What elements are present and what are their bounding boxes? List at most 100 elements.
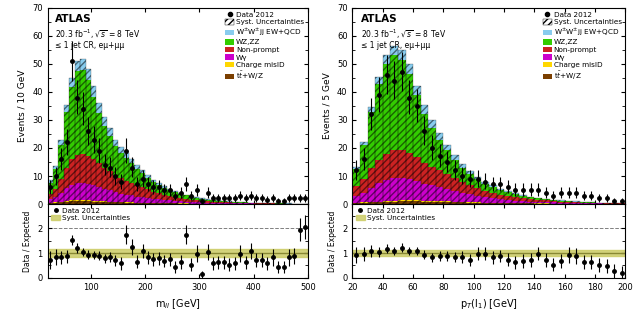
Bar: [286, 203, 291, 204]
Bar: [167, 189, 172, 190]
Bar: [352, 186, 360, 196]
Bar: [86, 69, 91, 204]
Bar: [489, 198, 497, 203]
Bar: [172, 192, 178, 197]
Bar: [69, 159, 75, 185]
Bar: [451, 155, 458, 204]
Bar: [420, 114, 428, 163]
Bar: [474, 177, 481, 179]
Bar: [161, 195, 167, 200]
Bar: [113, 139, 118, 146]
Bar: [497, 190, 504, 195]
Bar: [428, 120, 436, 204]
Bar: [580, 202, 587, 204]
Bar: [512, 194, 519, 197]
Bar: [107, 128, 113, 136]
Bar: [436, 187, 443, 201]
Bar: [398, 150, 406, 178]
Bar: [398, 201, 406, 204]
Bar: [184, 202, 189, 203]
Bar: [474, 179, 481, 188]
Bar: [118, 194, 124, 202]
Bar: [375, 77, 383, 84]
X-axis label: p$_{T}$(l$_{1}$) [GeV]: p$_{T}$(l$_{1}$) [GeV]: [460, 297, 518, 311]
Bar: [391, 202, 398, 204]
Bar: [118, 153, 124, 178]
Bar: [167, 190, 172, 196]
Bar: [199, 201, 205, 202]
Bar: [406, 200, 413, 201]
Bar: [194, 197, 199, 204]
Bar: [91, 86, 97, 204]
Bar: [135, 165, 140, 204]
Bar: [558, 200, 565, 204]
Bar: [254, 203, 259, 204]
Bar: [140, 170, 145, 173]
Bar: [97, 103, 102, 113]
Text: 20.3 fb$^{-1}$, $\sqrt{s}$ = 8 TeV: 20.3 fb$^{-1}$, $\sqrt{s}$ = 8 TeV: [55, 27, 141, 41]
Bar: [550, 201, 558, 202]
Bar: [199, 198, 205, 199]
Bar: [565, 201, 572, 202]
Bar: [535, 203, 542, 204]
Y-axis label: Data / Expected: Data / Expected: [23, 210, 32, 271]
Bar: [603, 203, 610, 204]
Bar: [150, 182, 156, 192]
Bar: [75, 200, 80, 201]
Bar: [80, 183, 86, 200]
Bar: [504, 193, 512, 196]
Bar: [481, 182, 489, 204]
Bar: [184, 199, 189, 202]
Bar: [80, 154, 86, 183]
Bar: [80, 59, 86, 70]
Bar: [199, 198, 205, 204]
Bar: [75, 155, 80, 183]
Bar: [603, 203, 610, 204]
Bar: [595, 203, 603, 204]
Bar: [189, 196, 194, 197]
Bar: [504, 200, 512, 203]
Bar: [580, 203, 587, 204]
Bar: [420, 163, 428, 184]
Bar: [391, 201, 398, 202]
Bar: [97, 163, 102, 187]
Bar: [48, 199, 53, 203]
Bar: [58, 140, 64, 145]
Bar: [270, 203, 276, 204]
Bar: [565, 201, 572, 204]
Bar: [178, 198, 184, 201]
Bar: [458, 164, 466, 168]
Bar: [413, 201, 420, 204]
Bar: [97, 113, 102, 163]
Bar: [436, 133, 443, 139]
Bar: [118, 202, 124, 204]
Bar: [420, 201, 428, 202]
Bar: [97, 202, 102, 204]
Bar: [595, 202, 603, 204]
Bar: [443, 150, 451, 174]
Bar: [167, 201, 172, 203]
Bar: [178, 194, 184, 198]
Legend: Data 2012, Syst. Uncertainties, W$^{\pm}$W$^{\pm}$jj EW+QCD, WZ,ZZ, Non-prompt, : Data 2012, Syst. Uncertainties, W$^{\pm}…: [542, 10, 624, 83]
Bar: [489, 185, 497, 187]
Bar: [205, 201, 210, 203]
Legend: Data 2012, Syst. Uncertainties, W$^{\pm}$W$^{\pm}$jj EW+QCD, WZ,ZZ, Non-prompt, : Data 2012, Syst. Uncertainties, W$^{\pm}…: [224, 10, 306, 83]
Bar: [97, 201, 102, 202]
Bar: [527, 203, 535, 204]
Bar: [145, 175, 150, 178]
Bar: [466, 171, 474, 174]
Bar: [398, 50, 406, 60]
X-axis label: m$_{ll}$ [GeV]: m$_{ll}$ [GeV]: [155, 297, 201, 311]
Bar: [75, 61, 80, 71]
Bar: [466, 171, 474, 204]
Bar: [80, 70, 86, 154]
Bar: [91, 159, 97, 185]
Bar: [458, 164, 466, 204]
Bar: [91, 201, 97, 202]
Bar: [519, 201, 527, 203]
Bar: [48, 183, 53, 194]
Bar: [58, 145, 64, 179]
Bar: [97, 103, 102, 204]
Bar: [360, 142, 368, 145]
Bar: [221, 201, 227, 204]
